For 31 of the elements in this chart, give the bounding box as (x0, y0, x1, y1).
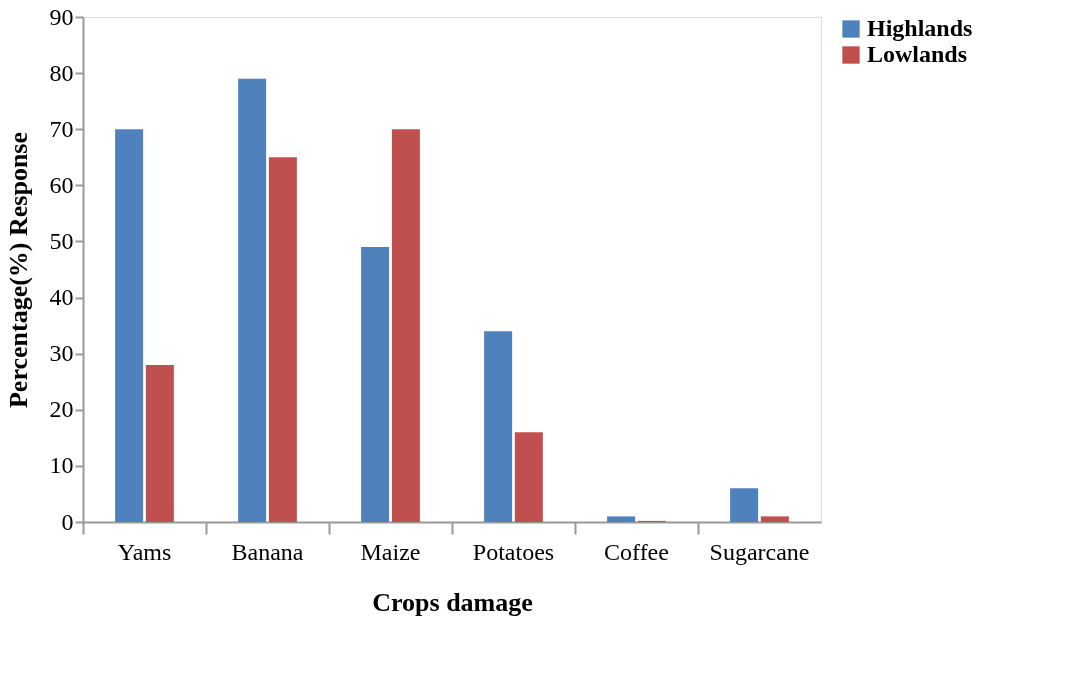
bar (145, 364, 174, 522)
y-tick-label: 0 (61, 508, 74, 535)
bar (514, 432, 543, 522)
x-tick-label: Coffee (604, 538, 669, 565)
bar (238, 78, 267, 522)
x-tick-label: Banana (231, 538, 304, 565)
y-tick-label: 50 (49, 227, 74, 254)
bar (484, 331, 513, 522)
x-axis-title: Crops damage (372, 587, 533, 617)
y-tick-label: 90 (49, 3, 74, 30)
bar (730, 488, 759, 522)
y-tick-label: 70 (49, 115, 74, 142)
x-tick-label: Potatoes (472, 538, 555, 565)
y-tick-label: 30 (49, 340, 74, 367)
bar (391, 129, 420, 522)
y-axis-title: Percentage(%) Response (3, 131, 33, 409)
bar (361, 247, 390, 522)
bar (268, 157, 297, 522)
y-tick-label: 40 (49, 284, 74, 311)
x-tick-label: Maize (360, 538, 421, 565)
y-tick-label: 20 (49, 396, 74, 423)
x-tick-label: Sugarcane (709, 538, 810, 565)
x-tick-label: Yams (117, 538, 172, 565)
y-tick-label: 10 (49, 452, 74, 479)
y-tick-label: 60 (49, 171, 74, 198)
bar (115, 129, 144, 522)
y-tick-label: 80 (49, 59, 74, 86)
legend-label: Lowlands (867, 41, 968, 67)
bar (607, 516, 636, 522)
legend-label: Highlands (867, 15, 973, 41)
bar (760, 516, 789, 522)
